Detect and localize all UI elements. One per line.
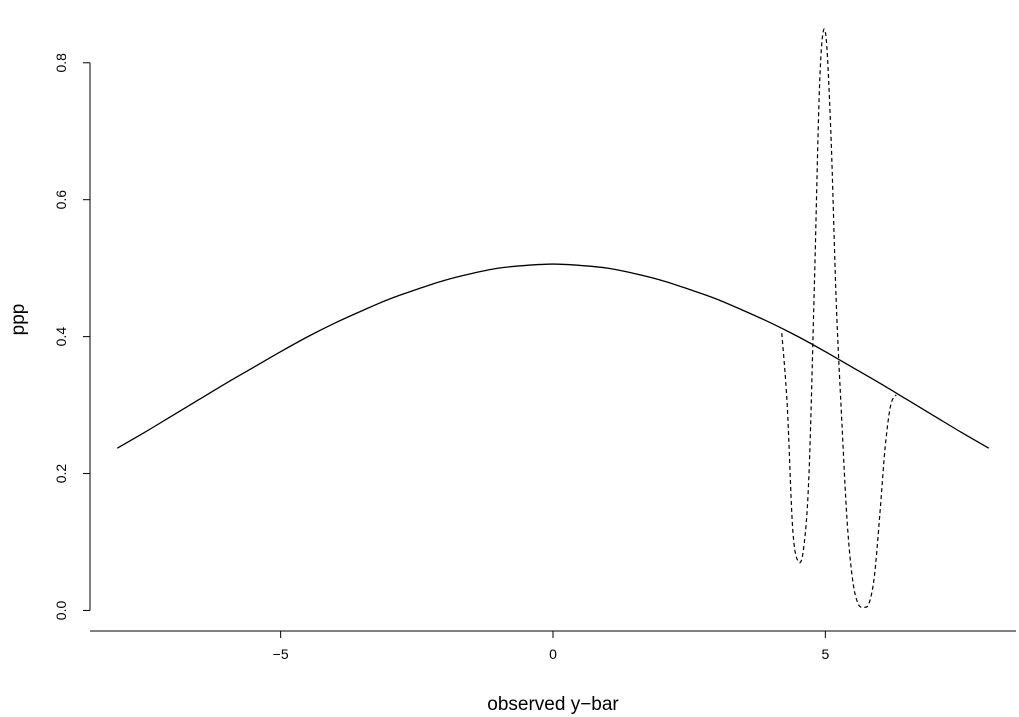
y-axis-title: ppp (8, 304, 29, 336)
x-tick-label: 5 (821, 646, 829, 662)
y-tick-label: 0.8 (53, 53, 69, 73)
x-tick-label: −5 (273, 646, 289, 662)
y-tick-label: 0.2 (53, 464, 69, 484)
y-tick-label: 0.0 (53, 601, 69, 621)
plot-series (116, 28, 990, 608)
x-axis: −5 0 5 (90, 630, 1016, 662)
y-tick-label: 0.6 (53, 190, 69, 210)
y-tick-label: 0.4 (53, 327, 69, 347)
dashed-series-line (781, 28, 897, 608)
solid-series-line (116, 263, 990, 449)
x-axis-title: observed y−bar (487, 694, 619, 715)
y-axis: 0.0 0.2 0.4 0.6 0.8 (53, 53, 91, 621)
x-tick-label: 0 (549, 646, 557, 662)
